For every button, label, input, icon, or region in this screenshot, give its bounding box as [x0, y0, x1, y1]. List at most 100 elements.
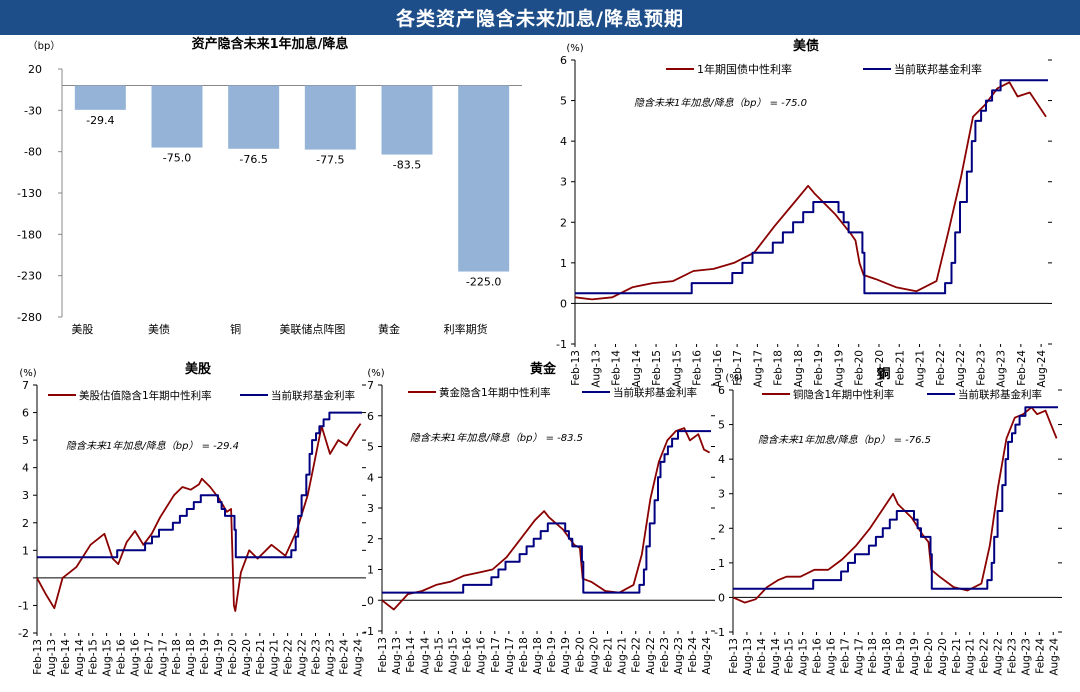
- copper-series-fed-funds-line: [733, 406, 1058, 590]
- copper-legend-implied: 铜隐含1年期中性利率: [793, 388, 894, 401]
- stock-x-tick-label: Aug-22: [297, 639, 309, 677]
- copper-x-tick-label: Feb-14: [756, 638, 768, 674]
- stock-x-tick-label: Aug-23: [324, 639, 336, 677]
- stock-x-tick-label: Aug-24: [352, 639, 364, 677]
- copper-x-tick-label: Feb-21: [951, 638, 963, 674]
- figure: 资产隐含未来1年加息/降息 （bp） 20-30-80-130-180-230-…: [17, 36, 1062, 677]
- ust-x-tick-label: Aug-14: [631, 350, 643, 388]
- stock-y-tick-label: 7: [22, 379, 29, 392]
- gold-y-tick-label: 3: [367, 502, 374, 515]
- stock-x-tick-label: Aug-19: [213, 639, 225, 677]
- bar-y-tick-label: -80: [24, 146, 42, 159]
- ust-y-tick-label: 4: [560, 135, 567, 148]
- gold-series-fed-funds-line: [382, 430, 711, 594]
- stock-x-tick-label: Aug-18: [185, 639, 197, 677]
- copper-chart-title: 铜: [876, 366, 890, 382]
- stock-x-tick-label: Feb-16: [116, 639, 128, 675]
- stock-x-tick-label: Aug-14: [74, 639, 86, 677]
- ust-x-tick-label: Aug-13: [590, 350, 602, 388]
- stock-chart-panel: 美股 (%) 美股估值隐含1年期中性利率 当前联邦基金利率 隐含未来1年加息/降…: [18, 361, 366, 677]
- bar-plot-area: 20 -30 -80 -130 -180 -230 -280 -29.4 美股 -75.0 美债 -7…: [17, 63, 522, 336]
- gold-x-tick-label: Feb-19: [546, 637, 558, 673]
- ust-x-tick-label: Aug-22: [955, 350, 967, 388]
- gold-x-tick-label: Aug-15: [447, 637, 459, 675]
- copper-x-tick-label: Aug-14: [770, 638, 782, 676]
- gold-x-tick-label: Aug-20: [588, 637, 600, 675]
- ust-y-tick-label: 1: [560, 257, 567, 270]
- ust-x-tick-label: Feb-20: [854, 350, 866, 386]
- stock-x-tick-label: Feb-17: [143, 639, 155, 675]
- bar-5: [458, 85, 510, 272]
- copper-y-tick-label: 3: [718, 488, 725, 501]
- stock-legend-implied: 美股估值隐含1年期中性利率: [79, 389, 212, 402]
- stock-x-tick-label: Aug-15: [102, 639, 114, 677]
- ust-legend-fed: 当前联邦基金利率: [894, 62, 982, 76]
- stock-y-tick-label: 5: [22, 434, 29, 447]
- copper-x-tick-label: Feb-22: [979, 638, 991, 674]
- ust-x-tick-label: Feb-16: [692, 350, 704, 386]
- gold-legend: 黄金隐含1年期中性利率 当前联邦基金利率: [408, 386, 697, 399]
- stock-y-tick-label: -1: [18, 599, 29, 612]
- bar-category-label: 美债: [148, 322, 170, 336]
- gold-x-tick-label: Aug-21: [617, 637, 629, 675]
- ust-chart-panel: 美债 (%) 1年期国债中性利率 当前联邦基金利率 隐含未来1年加息/降息（bp…: [556, 38, 1052, 388]
- stock-chart-title: 美股: [185, 361, 211, 377]
- copper-x-tick-label: Aug-17: [853, 638, 865, 676]
- copper-x-tick-label: Feb-18: [867, 638, 879, 674]
- stock-y-tick-label: 3: [22, 489, 29, 502]
- gold-x-tick-label: Aug-22: [645, 637, 657, 675]
- gold-x-tick-label: Aug-17: [504, 637, 516, 675]
- bar-category-label: 美股: [71, 323, 93, 336]
- ust-annotation: 隐含未来1年加息/降息（bp） = -75.0: [634, 97, 807, 109]
- copper-x-tick-label: Aug-13: [742, 638, 754, 676]
- stock-x-tick-label: Aug-16: [129, 639, 141, 677]
- copper-x-tick-label: Aug-18: [881, 638, 893, 676]
- gold-x-tick-label: Feb-18: [518, 637, 530, 673]
- copper-y-tick-label: 0: [718, 591, 725, 604]
- page-title: 各类资产隐含未来加息/降息预期: [396, 8, 684, 30]
- copper-x-tick-label: Aug-24: [1048, 638, 1060, 676]
- ust-chart-title: 美债: [793, 38, 819, 54]
- ust-x-tick-label: Feb-21: [894, 350, 906, 386]
- gold-x-tick-label: Aug-13: [391, 637, 403, 675]
- copper-x-tick-label: Aug-23: [1020, 638, 1032, 676]
- bar-1: [151, 85, 203, 148]
- stock-x-tick-label: Aug-20: [241, 639, 253, 677]
- stock-annotation: 隐含未来1年加息/降息（bp） = -29.4: [66, 440, 239, 452]
- ust-x-tick-label: Aug-21: [915, 350, 927, 388]
- ust-y-tick-label: 0: [560, 297, 567, 310]
- gold-legend-fed: 当前联邦基金利率: [613, 386, 697, 399]
- copper-chart-panel: 铜 (%) 铜隐含1年期中性利率 当前联邦基金利率 隐含未来1年加息/降息（bp…: [714, 366, 1062, 676]
- gold-x-tick-label: Aug-19: [560, 637, 572, 675]
- gold-legend-implied: 黄金隐含1年期中性利率: [439, 386, 551, 399]
- stock-ylabel: (%): [19, 368, 36, 379]
- bar-y-tick-label: -280: [17, 311, 42, 324]
- copper-y-tick-label: 1: [718, 557, 725, 570]
- gold-x-tick-label: Feb-17: [490, 637, 502, 673]
- gold-y-tick-label: 1: [367, 564, 374, 577]
- stock-x-tick-label: Feb-21: [255, 639, 267, 675]
- copper-x-tick-label: Feb-17: [839, 638, 851, 674]
- ust-plot-area: -1 0 1 2 3 4 5 6 Feb-13 Aug-13 Feb-14 Aug-14 Feb-15 A…: [556, 54, 1052, 388]
- gold-x-tick-label: Feb-20: [574, 637, 586, 673]
- copper-y-tick-label: 6: [718, 384, 725, 397]
- ust-x-tick-label: Feb-17: [732, 350, 744, 386]
- ust-series-fed-funds-line: [575, 79, 1048, 295]
- copper-x-tick-label: Aug-21: [965, 638, 977, 676]
- copper-legend: 铜隐含1年期中性利率 当前联邦基金利率: [762, 388, 1042, 401]
- stock-y-tick-label: -2: [18, 627, 29, 640]
- bar-chart-ylabel: （bp）: [28, 40, 61, 52]
- stock-series-implied-rate-line: [36, 423, 362, 612]
- bar-y-tick-label: -180: [17, 228, 42, 241]
- gold-x-tick-label: Feb-21: [603, 637, 615, 673]
- gold-x-tick-label: Aug-23: [673, 637, 685, 675]
- copper-x-tick-label: Feb-24: [1034, 638, 1046, 674]
- gold-series-implied-rate-line: [381, 427, 711, 611]
- copper-x-tick-label: Aug-19: [909, 638, 921, 676]
- ust-legend: 1年期国债中性利率 当前联邦基金利率: [666, 62, 982, 76]
- stock-x-tick-label: Aug-13: [46, 639, 58, 677]
- bar-4: [381, 85, 433, 155]
- bar-value-label: -77.5: [316, 154, 344, 167]
- stock-legend: 美股估值隐含1年期中性利率 当前联邦基金利率: [48, 389, 355, 402]
